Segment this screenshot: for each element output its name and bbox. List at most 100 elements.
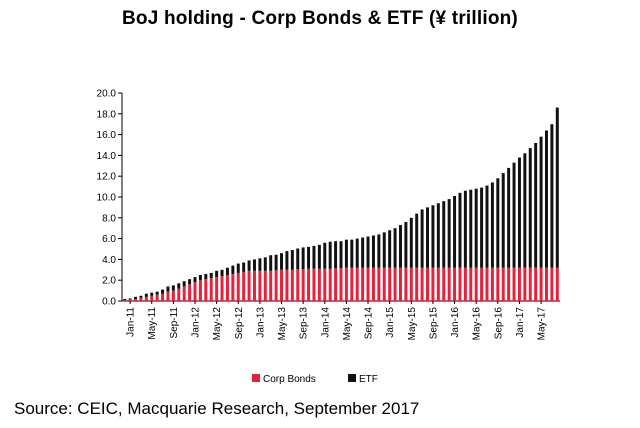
x-tick-label: Jan-17	[515, 307, 526, 338]
bar-etf	[458, 192, 462, 268]
bar-etf	[198, 275, 202, 281]
chart-legend: Corp Bonds ETF	[252, 374, 378, 385]
bar-corp-bonds	[393, 267, 397, 301]
bar-corp-bonds	[490, 267, 494, 301]
bar-etf	[366, 236, 370, 268]
bar-corp-bonds	[436, 267, 440, 301]
bar-etf	[166, 286, 170, 292]
bar-etf	[290, 250, 294, 270]
bar-corp-bonds	[312, 268, 316, 301]
bar-etf	[453, 195, 457, 268]
bar-etf	[485, 185, 489, 268]
bar-etf	[447, 199, 451, 268]
bar-etf	[398, 225, 402, 268]
chart-title: BoJ holding - Corp Bonds & ETF (¥ trilli…	[122, 8, 518, 29]
bar-corp-bonds	[269, 270, 273, 301]
bar-corp-bonds	[398, 267, 402, 301]
bar-etf	[263, 257, 267, 271]
y-tick-label: 14.0	[97, 151, 117, 162]
bar-etf	[523, 153, 527, 268]
bar-etf	[182, 281, 186, 287]
bar-corp-bonds	[442, 267, 446, 301]
x-tick-label: May-15	[407, 307, 418, 341]
bar-etf	[301, 247, 305, 270]
bar-etf	[150, 292, 154, 296]
bar-corp-bonds	[204, 279, 208, 301]
bar-corp-bonds	[458, 267, 462, 301]
bar-etf	[193, 277, 197, 283]
y-tick-label: 10.0	[97, 193, 117, 204]
bar-corp-bonds	[420, 267, 424, 301]
y-tick-label: 16.0	[97, 130, 117, 141]
bar-corp-bonds	[544, 267, 548, 301]
bar-corp-bonds	[507, 267, 511, 301]
legend-label-corp-bonds: Corp Bonds	[263, 374, 316, 385]
bar-etf	[388, 230, 392, 268]
bar-etf	[474, 188, 478, 268]
x-tick-label: May-13	[277, 307, 288, 341]
x-tick-label: May-16	[472, 307, 483, 341]
bar-etf	[344, 239, 348, 268]
bar-corp-bonds	[193, 282, 197, 301]
bar-corp-bonds	[307, 268, 311, 301]
bar-etf	[242, 262, 246, 272]
x-tick-label: Jan-14	[320, 307, 331, 338]
bar-etf	[247, 260, 251, 271]
bar-etf	[377, 234, 381, 268]
bar-corp-bonds	[150, 295, 154, 301]
y-tick-label: 20.0	[97, 89, 117, 100]
bar-corp-bonds	[517, 267, 521, 301]
bar-corp-bonds	[177, 288, 181, 301]
x-tick-label: Sep-15	[428, 307, 439, 340]
bar-etf	[431, 205, 435, 268]
bar-corp-bonds	[134, 298, 138, 301]
bar-etf	[512, 162, 516, 268]
bar-corp-bonds	[139, 297, 143, 301]
bar-corp-bonds	[409, 267, 413, 301]
bar-etf	[490, 182, 494, 268]
bar-corp-bonds	[555, 267, 559, 301]
bar-corp-bonds	[296, 269, 300, 301]
bar-corp-bonds	[328, 268, 332, 301]
bar-corp-bonds	[188, 284, 192, 301]
x-tick-label: Sep-16	[493, 307, 504, 340]
bar-etf	[539, 136, 543, 268]
bar-etf	[496, 178, 500, 268]
bar-corp-bonds	[231, 273, 235, 301]
bar-etf	[323, 242, 327, 269]
bar-etf	[312, 245, 316, 269]
x-tick-label: Sep-14	[364, 307, 375, 340]
bar-corp-bonds	[512, 267, 516, 301]
bar-corp-bonds	[323, 268, 327, 301]
bar-etf	[361, 237, 365, 268]
source-note: Source: CEIC, Macquarie Research, Septem…	[14, 399, 420, 418]
bar-corp-bonds	[355, 267, 359, 301]
bar-corp-bonds	[225, 275, 229, 301]
x-tick-label: Jan-13	[255, 307, 266, 338]
x-tick-label: Jan-16	[450, 307, 461, 338]
legend-label-etf: ETF	[359, 374, 378, 385]
bar-etf	[415, 213, 419, 268]
bar-corp-bonds	[274, 270, 278, 301]
bar-corp-bonds	[144, 296, 148, 301]
y-tick-label: 8.0	[102, 213, 116, 224]
bar-etf	[134, 296, 138, 299]
bar-corp-bonds	[171, 290, 175, 301]
y-tick-label: 4.0	[102, 255, 116, 266]
x-tick-label: Sep-12	[234, 307, 245, 340]
bar-etf	[236, 263, 240, 273]
bar-corp-bonds	[236, 272, 240, 301]
bar-corp-bonds	[290, 269, 294, 301]
y-tick-label: 18.0	[97, 109, 117, 120]
legend-swatch-corp-bonds	[252, 374, 260, 382]
x-tick-label: Sep-13	[299, 307, 310, 340]
bar-etf	[225, 267, 229, 275]
bar-corp-bonds	[377, 267, 381, 301]
bar-corp-bonds	[539, 267, 543, 301]
bar-etf	[328, 241, 332, 269]
bars-group	[123, 107, 559, 301]
bar-etf	[128, 298, 132, 300]
bar-etf	[463, 190, 467, 268]
y-tick-label: 0.0	[102, 297, 116, 308]
